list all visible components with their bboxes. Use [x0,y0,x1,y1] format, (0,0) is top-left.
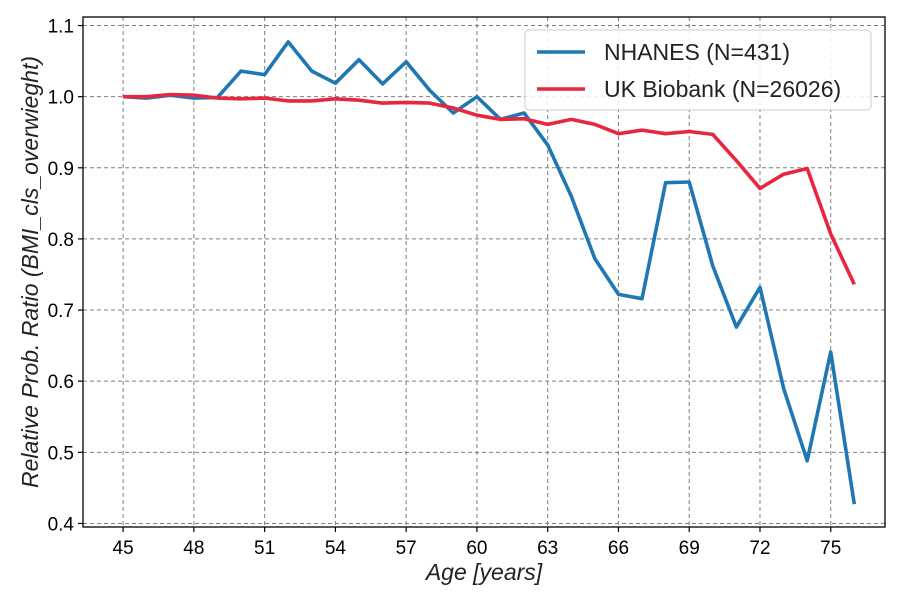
y-tick-label: 0.8 [48,230,74,251]
y-tick-label: 0.9 [48,159,74,180]
x-tick-label: 51 [254,538,275,559]
x-tick-label: 57 [396,538,417,559]
legend-label-1: UK Biobank (N=26026) [604,76,841,102]
series-lines [122,40,857,505]
legend-box [524,29,872,111]
y-axis-ticks: 0.4 0.5 0.6 0.7 0.8 0.9 1.0 1.1 [48,17,83,535]
y-tick-label: 1.0 [48,88,74,109]
series-line-0 [122,40,857,505]
x-axis-label: Age [years] [424,559,543,585]
x-tick-label: 75 [820,538,841,559]
legend-label-0: NHANES (N=431) [604,39,790,65]
plot-frame [82,16,886,528]
x-tick-label: 54 [325,538,347,559]
x-tick-label: 66 [608,538,629,559]
legend: NHANES (N=431) UK Biobank (N=26026) [524,29,872,111]
y-tick-label: 1.1 [48,17,74,38]
x-tick-label: 60 [466,538,487,559]
x-tick-label: 48 [183,538,204,559]
y-tick-label: 0.6 [48,372,74,393]
x-tick-label: 72 [749,538,770,559]
y-tick-label: 0.5 [48,443,74,464]
y-axis-label: Relative Prob. Ratio (BMI_cls_overwieght… [17,56,43,488]
x-tick-label: 63 [537,538,558,559]
y-tick-label: 0.7 [48,301,74,322]
series-line-1 [123,92,856,286]
x-axis-ticks: 45 48 51 54 57 60 63 66 69 72 75 [113,527,841,559]
x-tick-label: 45 [113,538,134,559]
x-tick-label: 69 [679,538,700,559]
y-tick-label: 0.4 [48,514,75,535]
